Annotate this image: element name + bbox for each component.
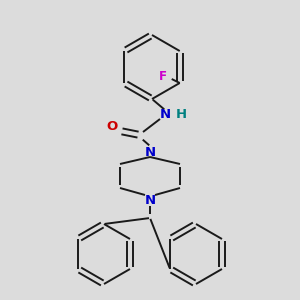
Text: N: N bbox=[159, 107, 171, 121]
Text: F: F bbox=[159, 70, 167, 83]
Text: H: H bbox=[176, 107, 187, 121]
Text: O: O bbox=[106, 121, 118, 134]
Text: N: N bbox=[144, 194, 156, 206]
Text: N: N bbox=[144, 146, 156, 158]
